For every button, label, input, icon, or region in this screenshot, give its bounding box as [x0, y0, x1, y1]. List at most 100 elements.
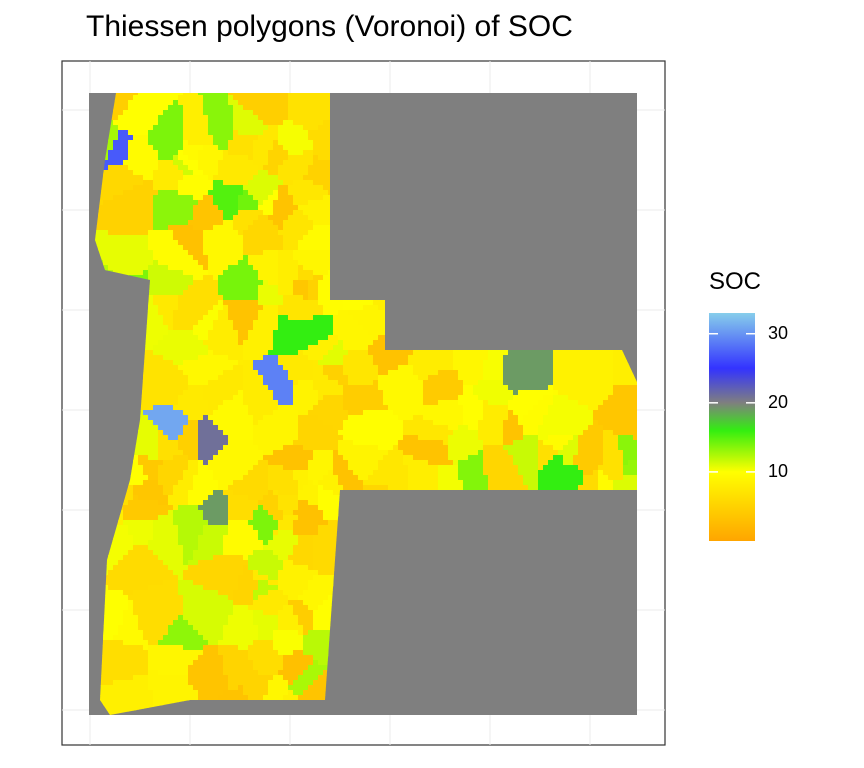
- voronoi-cell: [213, 135, 219, 141]
- voronoi-cell: [178, 140, 184, 146]
- voronoi-cell: [258, 270, 264, 276]
- voronoi-cell: [308, 235, 314, 241]
- voronoi-cell: [193, 260, 199, 266]
- voronoi-cell: [198, 290, 204, 296]
- voronoi-cell: [318, 100, 324, 106]
- voronoi-cell: [228, 145, 234, 151]
- voronoi-cell: [253, 290, 259, 296]
- voronoi-cell: [283, 100, 289, 106]
- voronoi-cell: [308, 185, 314, 191]
- voronoi-cell: [318, 255, 324, 261]
- voronoi-cell: [293, 280, 299, 286]
- voronoi-cell: [263, 190, 269, 196]
- voronoi-cell: [268, 120, 274, 126]
- voronoi-cell: [188, 205, 194, 211]
- voronoi-cell: [298, 93, 304, 96]
- voronoi-cell: [173, 260, 179, 266]
- voronoi-cell: [223, 235, 229, 241]
- voronoi-cell: [228, 310, 234, 316]
- voronoi-cell: [123, 110, 129, 116]
- voronoi-cell: [248, 205, 254, 211]
- voronoi-cell: [138, 165, 144, 171]
- voronoi-cell: [188, 275, 194, 281]
- voronoi-cell: [233, 220, 239, 226]
- voronoi-cell: [103, 260, 109, 266]
- voronoi-cell: [318, 150, 324, 156]
- voronoi-cell: [258, 210, 264, 216]
- voronoi-cell: [173, 220, 179, 226]
- voronoi-cell: [133, 260, 139, 266]
- voronoi-cell: [128, 240, 134, 246]
- voronoi-cell: [263, 250, 269, 256]
- voronoi-cell: [203, 295, 209, 301]
- voronoi-cell: [193, 235, 199, 241]
- voronoi-cell: [153, 260, 159, 266]
- voronoi-cell: [173, 200, 179, 206]
- voronoi-cell: [108, 165, 114, 171]
- voronoi-cell: [238, 165, 244, 171]
- voronoi-cell: [218, 115, 224, 121]
- voronoi-cell: [163, 255, 169, 261]
- voronoi-cell: [233, 235, 239, 241]
- voronoi-cell: [218, 270, 224, 276]
- voronoi-cell: [308, 93, 314, 96]
- voronoi-cell: [113, 205, 119, 211]
- voronoi-cell: [213, 235, 219, 241]
- voronoi-cell: [148, 280, 154, 286]
- voronoi-cell: [198, 175, 204, 181]
- voronoi-cell: [208, 265, 214, 271]
- voronoi-cell: [158, 310, 164, 316]
- voronoi-cell: [268, 275, 274, 281]
- voronoi-cell: [168, 135, 174, 141]
- voronoi-cell: [203, 120, 209, 126]
- voronoi-cell: [188, 130, 194, 136]
- voronoi-cell: [278, 230, 284, 236]
- voronoi-cell: [138, 275, 144, 281]
- voronoi-cell: [173, 240, 179, 246]
- voronoi-cell: [138, 130, 144, 136]
- voronoi-cell: [188, 110, 194, 116]
- voronoi-cell: [158, 120, 164, 126]
- voronoi-cell: [113, 185, 119, 191]
- voronoi-cell: [248, 300, 254, 306]
- voronoi-cell: [95, 225, 99, 231]
- voronoi-cell: [293, 300, 299, 306]
- voronoi-cell: [243, 210, 249, 216]
- voronoi-cell: [268, 265, 274, 271]
- voronoi-cell: [223, 190, 229, 196]
- voronoi-cell: [183, 120, 189, 126]
- voronoi-cell: [308, 300, 314, 306]
- voronoi-cell: [228, 165, 234, 171]
- voronoi-cell: [198, 310, 204, 316]
- voronoi-cell: [273, 220, 279, 226]
- voronoi-cell: [168, 255, 174, 261]
- voronoi-cell: [288, 95, 294, 101]
- voronoi-cell: [303, 135, 309, 141]
- voronoi-cell: [293, 205, 299, 211]
- voronoi-cell: [298, 245, 304, 251]
- voronoi-cell: [238, 245, 244, 251]
- voronoi-cell: [293, 215, 299, 221]
- voronoi-cell: [173, 225, 179, 231]
- voronoi-cell: [258, 250, 264, 256]
- voronoi-cell: [243, 140, 249, 146]
- voronoi-cell: [223, 110, 229, 116]
- voronoi-cell: [218, 290, 224, 296]
- voronoi-cell: [228, 93, 234, 96]
- voronoi-cell: [163, 195, 169, 201]
- voronoi-cell: [118, 105, 124, 111]
- voronoi-cell: [233, 105, 239, 111]
- voronoi-cell: [98, 240, 104, 246]
- voronoi-cell: [253, 285, 259, 291]
- voronoi-cell: [123, 240, 129, 246]
- voronoi-cell: [138, 205, 144, 211]
- voronoi-cell: [113, 180, 119, 186]
- voronoi-cell: [148, 185, 154, 191]
- voronoi-cell: [253, 175, 259, 181]
- voronoi-cell: [283, 245, 289, 251]
- voronoi-cell: [273, 93, 279, 96]
- voronoi-cell: [133, 210, 139, 216]
- voronoi-cell: [358, 300, 364, 306]
- voronoi-cell: [238, 275, 244, 281]
- voronoi-cell: [248, 285, 254, 291]
